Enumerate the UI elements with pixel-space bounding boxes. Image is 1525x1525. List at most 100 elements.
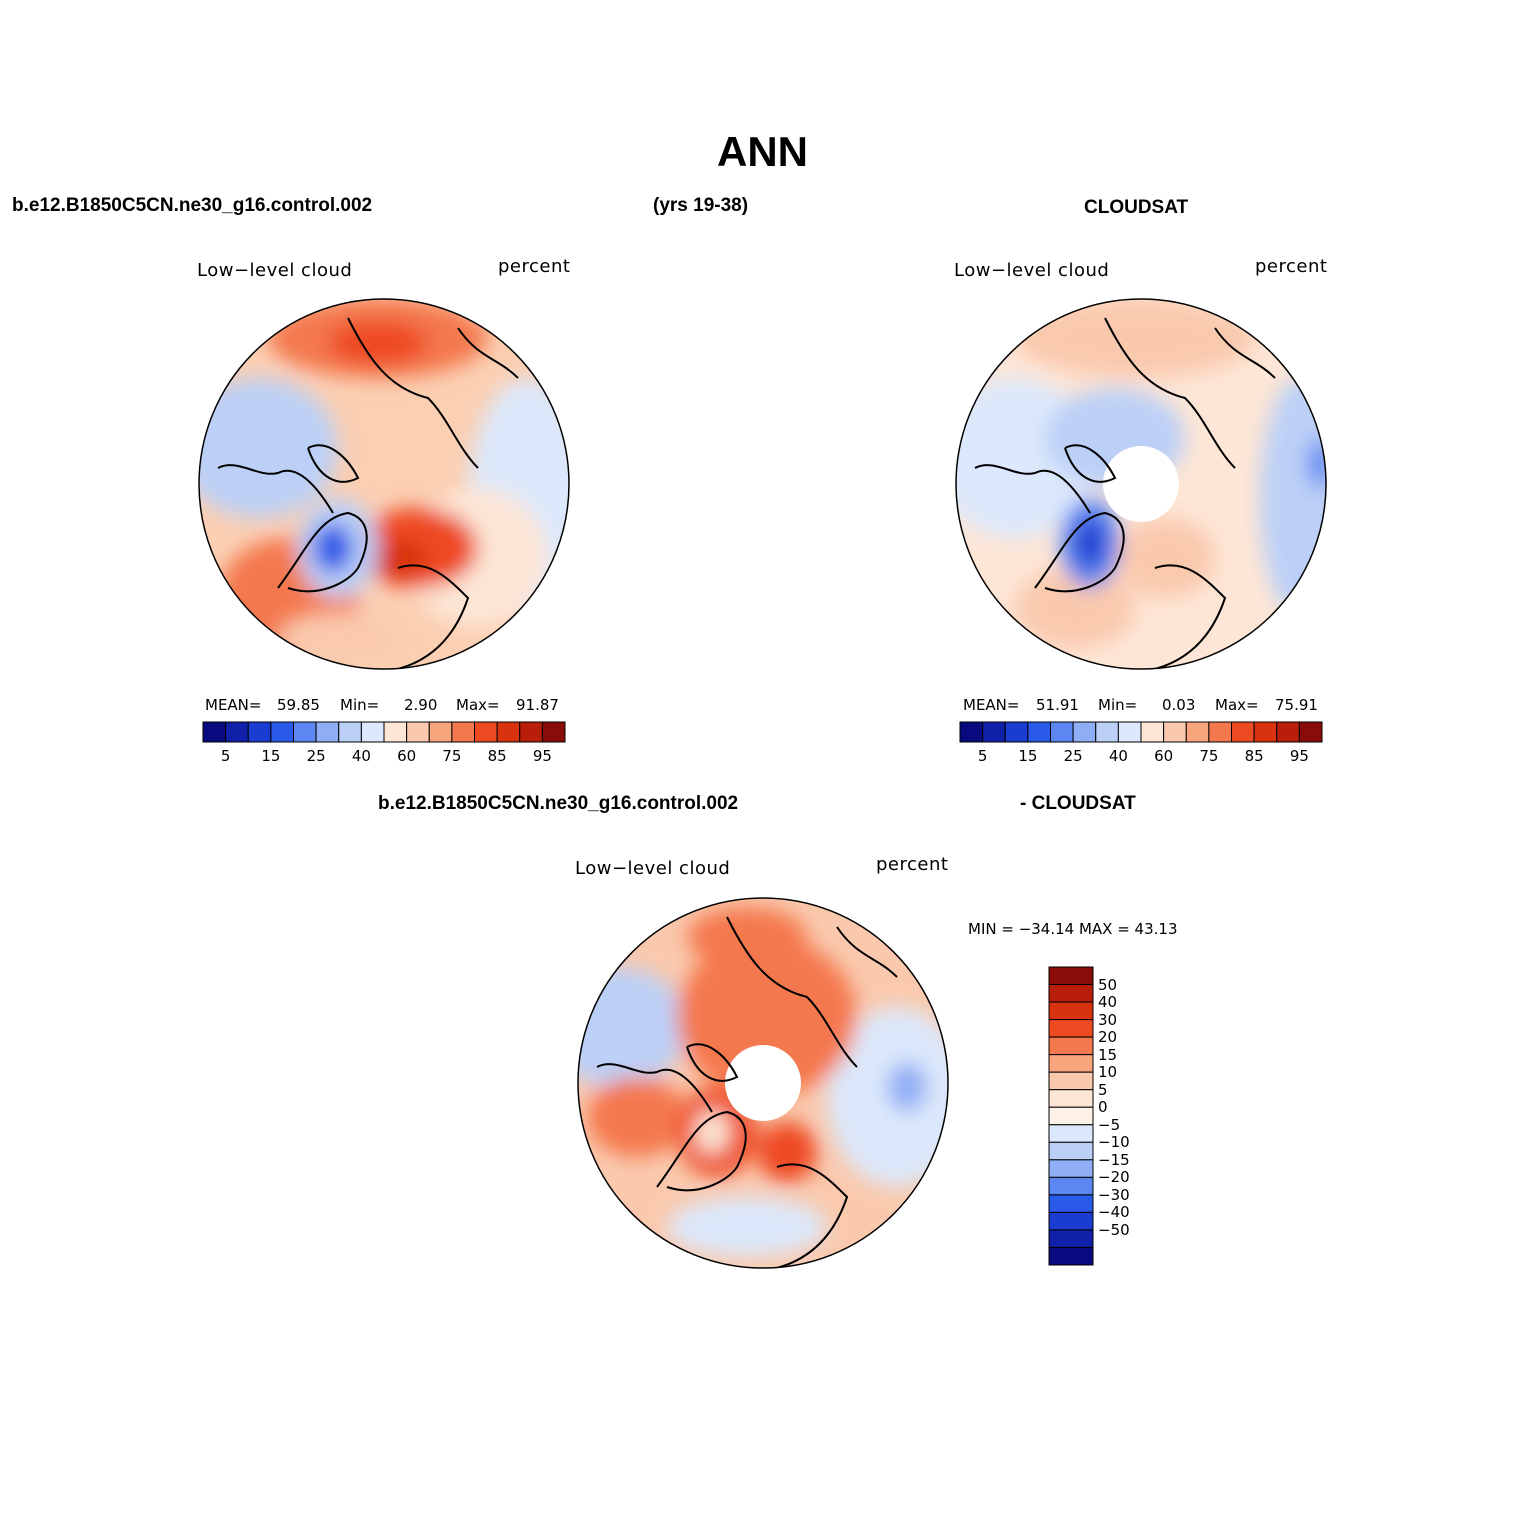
model-colorbar-box	[247, 721, 272, 743]
obs-mean-value: 51.91	[1036, 696, 1079, 714]
obs-colorbar	[959, 721, 1323, 743]
diff-colorbar-tick-label: 0	[1098, 1098, 1108, 1117]
diff-colorbar-box	[1048, 1211, 1094, 1231]
model-colorbar-box	[496, 721, 521, 743]
diff-colorbar-tick-label: −40	[1098, 1203, 1130, 1222]
diff-colorbar-box	[1048, 984, 1094, 1003]
diff-units-label: percent	[876, 854, 949, 875]
diff-obs-label: - CLOUDSAT	[1020, 793, 1136, 814]
obs-colorbar-box	[1231, 721, 1255, 743]
obs-colorbar-box	[1298, 721, 1323, 743]
obs-min-label: Min=	[1098, 696, 1138, 714]
diff-colorbar-box	[1048, 1124, 1094, 1143]
case-name-label: b.e12.B1850C5CN.ne30_g16.control.002	[12, 195, 373, 216]
obs-max-value: 75.91	[1275, 696, 1318, 714]
diff-colorbar-tick-label: 40	[1098, 993, 1118, 1012]
diff-colorbar-tick-label: −30	[1098, 1185, 1130, 1204]
model-mean-label: MEAN=	[205, 696, 262, 714]
diff-colorbar-tick-label: −20	[1098, 1168, 1130, 1187]
obs-max-label: Max=	[1215, 696, 1259, 714]
obs-colorbar-box	[1072, 721, 1097, 743]
model-colorbar-box	[315, 721, 340, 743]
obs-colorbar-box	[1004, 721, 1029, 743]
obs-colorbar-tick-label: 75	[1199, 747, 1219, 765]
obs-colorbar-box	[1276, 721, 1300, 743]
diff-colorbar-tick-label: 5	[1098, 1080, 1108, 1099]
model-colorbar-box	[406, 721, 430, 743]
obs-colorbar-box	[1117, 721, 1142, 743]
model-polar-map	[198, 298, 570, 670]
obs-polar-map	[955, 298, 1327, 670]
obs-colorbar-tick-label: 40	[1108, 747, 1128, 765]
diff-colorbar-tick-label: 10	[1098, 1063, 1118, 1082]
model-colorbar-box	[293, 721, 317, 743]
diff-colorbar-box	[1048, 1001, 1094, 1021]
model-colorbar	[202, 721, 566, 743]
obs-colorbar-tick-label: 25	[1063, 747, 1083, 765]
years-label: (yrs 19-38)	[653, 195, 749, 216]
model-variable-label: Low−level cloud	[197, 260, 353, 281]
diff-colorbar-box	[1048, 1036, 1094, 1056]
diff-colorbar-box	[1048, 1141, 1094, 1161]
diff-colorbar-tick-label: 50	[1098, 975, 1118, 994]
diff-polar-map	[577, 897, 949, 1269]
diff-colorbar-box	[1048, 1159, 1094, 1178]
obs-mean-label: MEAN=	[963, 696, 1020, 714]
page-title: ANN	[717, 128, 808, 175]
diff-colorbar-tick-label: 20	[1098, 1028, 1118, 1047]
obs-colorbar-box	[1140, 721, 1165, 743]
model-colorbar-box	[519, 721, 543, 743]
model-colorbar-box	[202, 721, 227, 743]
obs-colorbar-box	[1163, 721, 1187, 743]
diff-minmax-label: MIN = −34.14 MAX = 43.13	[968, 920, 1178, 938]
model-colorbar-tick-label: 40	[351, 747, 371, 765]
model-colorbar-box	[451, 721, 475, 743]
model-colorbar-tick-label: 95	[532, 747, 552, 765]
obs-colorbar-tick-label: 95	[1289, 747, 1309, 765]
obs-colorbar-box	[1208, 721, 1232, 743]
model-colorbar-box	[541, 721, 566, 743]
diff-colorbar-box	[1048, 1071, 1094, 1091]
diff-colorbar-tick-label: −50	[1098, 1220, 1130, 1239]
diff-colorbar-box	[1048, 1089, 1094, 1108]
obs-name-label: CLOUDSAT	[1084, 197, 1189, 218]
obs-colorbar-tick-label: 15	[1018, 747, 1038, 765]
model-colorbar-box	[270, 721, 294, 743]
obs-colorbar-box	[982, 721, 1006, 743]
diff-colorbar-tick-label: −10	[1098, 1133, 1130, 1152]
diff-colorbar-box	[1048, 1106, 1094, 1126]
model-min-label: Min=	[340, 696, 380, 714]
obs-variable-label: Low−level cloud	[954, 260, 1110, 281]
obs-colorbar-tick-label: 60	[1154, 747, 1174, 765]
diff-colorbar-tick-label: −5	[1098, 1115, 1121, 1134]
diff-colorbar-box	[1048, 1246, 1094, 1266]
obs-colorbar-box	[1095, 721, 1119, 743]
model-colorbar-tick-label: 75	[442, 747, 462, 765]
model-colorbar-box	[225, 721, 249, 743]
diff-colorbar-box	[1048, 1019, 1094, 1038]
obs-colorbar-box	[1253, 721, 1278, 743]
model-min-value: 2.90	[404, 696, 438, 714]
obs-units-label: percent	[1255, 256, 1328, 277]
model-colorbar-box	[428, 721, 453, 743]
obs-colorbar-box	[1027, 721, 1051, 743]
diff-case-label: b.e12.B1850C5CN.ne30_g16.control.002	[378, 793, 739, 814]
obs-colorbar-tick-label: 85	[1244, 747, 1264, 765]
diff-colorbar-tick-label: 30	[1098, 1010, 1118, 1029]
obs-colorbar-tick-label: 5	[977, 747, 988, 765]
obs-colorbar-box	[1185, 721, 1210, 743]
model-colorbar-tick-label: 85	[487, 747, 507, 765]
model-mean-value: 59.85	[277, 696, 320, 714]
model-units-label: percent	[498, 256, 571, 277]
model-colorbar-tick-label: 25	[306, 747, 326, 765]
model-colorbar-tick-label: 5	[220, 747, 231, 765]
diff-colorbar-box	[1048, 1229, 1094, 1248]
model-colorbar-box	[338, 721, 362, 743]
model-colorbar-tick-label: 15	[261, 747, 281, 765]
diff-variable-label: Low−level cloud	[575, 858, 731, 879]
model-colorbar-box	[383, 721, 408, 743]
diff-colorbar	[1048, 966, 1094, 1266]
model-colorbar-tick-label: 60	[397, 747, 417, 765]
obs-min-value: 0.03	[1162, 696, 1196, 714]
diff-colorbar-tick-label: −15	[1098, 1150, 1130, 1169]
